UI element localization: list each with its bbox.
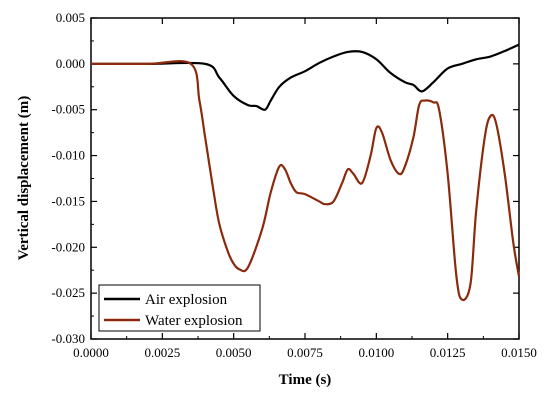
y-tick-label: -0.020 — [51, 239, 85, 254]
x-tick-label: 0.0075 — [287, 345, 323, 360]
x-tick-label: 0.0000 — [73, 345, 109, 360]
series-line-water-explosion — [91, 60, 521, 302]
y-axis-ticks: 0.005 0.000 -0.005 -0.010 -0.015 -0.020 -0.025… — [51, 10, 519, 346]
y-tick-label: 0.000 — [56, 56, 85, 71]
y-tick-label: -0.030 — [51, 331, 85, 346]
x-tick-label: 0.0125 — [430, 345, 466, 360]
legend-label-air: Air explosion — [145, 292, 228, 308]
x-tick-label: 0.0025 — [144, 345, 180, 360]
x-tick-label: 0.0150 — [501, 345, 537, 360]
y-axis-title: Vertical displacement (m) — [16, 96, 32, 260]
series-layer — [91, 43, 521, 302]
y-tick-label: -0.010 — [51, 148, 85, 163]
y-tick-label: -0.015 — [51, 193, 85, 208]
legend-label-water: Water explosion — [145, 313, 243, 329]
x-tick-label: 0.0100 — [358, 345, 394, 360]
x-axis-title: Time (s) — [279, 372, 332, 388]
x-tick-label: 0.0050 — [216, 345, 252, 360]
legend: Air explosion Water explosion — [98, 284, 261, 332]
y-tick-label: -0.025 — [51, 285, 85, 300]
legend-box — [98, 284, 261, 332]
x-axis-ticks: 0.0000 0.0025 0.0050 0.0075 0.0100 0.0125 0.01… — [73, 18, 537, 360]
series-line-air-explosion — [91, 43, 520, 111]
y-tick-label: 0.005 — [56, 10, 85, 25]
y-tick-label: -0.005 — [51, 102, 85, 117]
